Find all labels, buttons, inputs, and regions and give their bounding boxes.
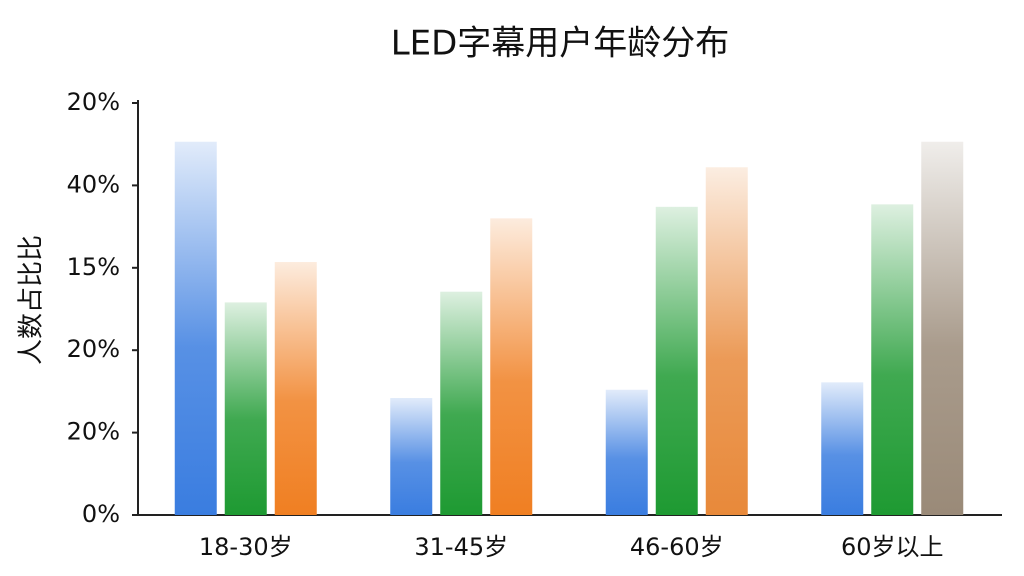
bar <box>705 167 748 515</box>
x-tick-label: 60岁以上 <box>841 533 944 561</box>
y-tick-label: 20% <box>67 335 120 363</box>
x-tick-label: 46-60岁 <box>630 533 724 561</box>
y-axis-label: 人数占比比 <box>17 235 47 365</box>
bar <box>871 204 914 516</box>
bar <box>490 218 533 516</box>
y-tick-label: 15% <box>67 253 120 281</box>
bar <box>224 302 267 515</box>
y-tick-label: 20% <box>67 418 120 446</box>
y-tick-label: 0% <box>82 500 120 528</box>
bar <box>274 262 317 515</box>
bar <box>655 206 698 515</box>
x-tick-label: 31-45岁 <box>414 533 508 561</box>
y-tick-label: 20% <box>67 88 120 116</box>
y-tick-label: 40% <box>67 170 120 198</box>
chart-title: LED字幕用户年龄分布 <box>391 24 730 64</box>
x-tick-label: 18-30岁 <box>199 533 293 561</box>
bar <box>821 382 864 515</box>
bar <box>605 389 648 515</box>
bar <box>390 397 433 515</box>
bar <box>174 141 217 515</box>
bar <box>440 291 483 515</box>
bar <box>921 141 964 515</box>
